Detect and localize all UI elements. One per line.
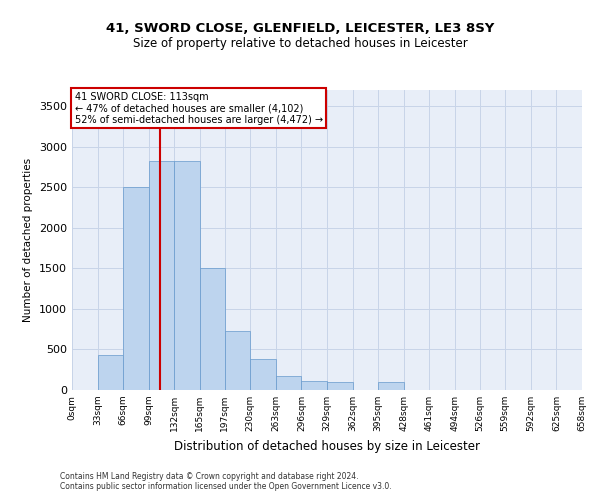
Bar <box>327 382 353 390</box>
Bar <box>200 268 224 390</box>
Bar <box>224 331 250 390</box>
Bar <box>149 162 175 390</box>
Text: Size of property relative to detached houses in Leicester: Size of property relative to detached ho… <box>133 38 467 51</box>
X-axis label: Distribution of detached houses by size in Leicester: Distribution of detached houses by size … <box>174 440 480 452</box>
Bar <box>123 188 149 390</box>
Text: Contains public sector information licensed under the Open Government Licence v3: Contains public sector information licen… <box>60 482 392 491</box>
Bar <box>250 359 276 390</box>
Text: 41, SWORD CLOSE, GLENFIELD, LEICESTER, LE3 8SY: 41, SWORD CLOSE, GLENFIELD, LEICESTER, L… <box>106 22 494 36</box>
Y-axis label: Number of detached properties: Number of detached properties <box>23 158 34 322</box>
Bar <box>98 355 123 390</box>
Bar <box>301 380 327 390</box>
Text: Contains HM Land Registry data © Crown copyright and database right 2024.: Contains HM Land Registry data © Crown c… <box>60 472 359 481</box>
Bar <box>378 382 404 390</box>
Text: 41 SWORD CLOSE: 113sqm
← 47% of detached houses are smaller (4,102)
52% of semi-: 41 SWORD CLOSE: 113sqm ← 47% of detached… <box>74 92 323 124</box>
Bar <box>276 376 301 390</box>
Bar <box>175 162 200 390</box>
